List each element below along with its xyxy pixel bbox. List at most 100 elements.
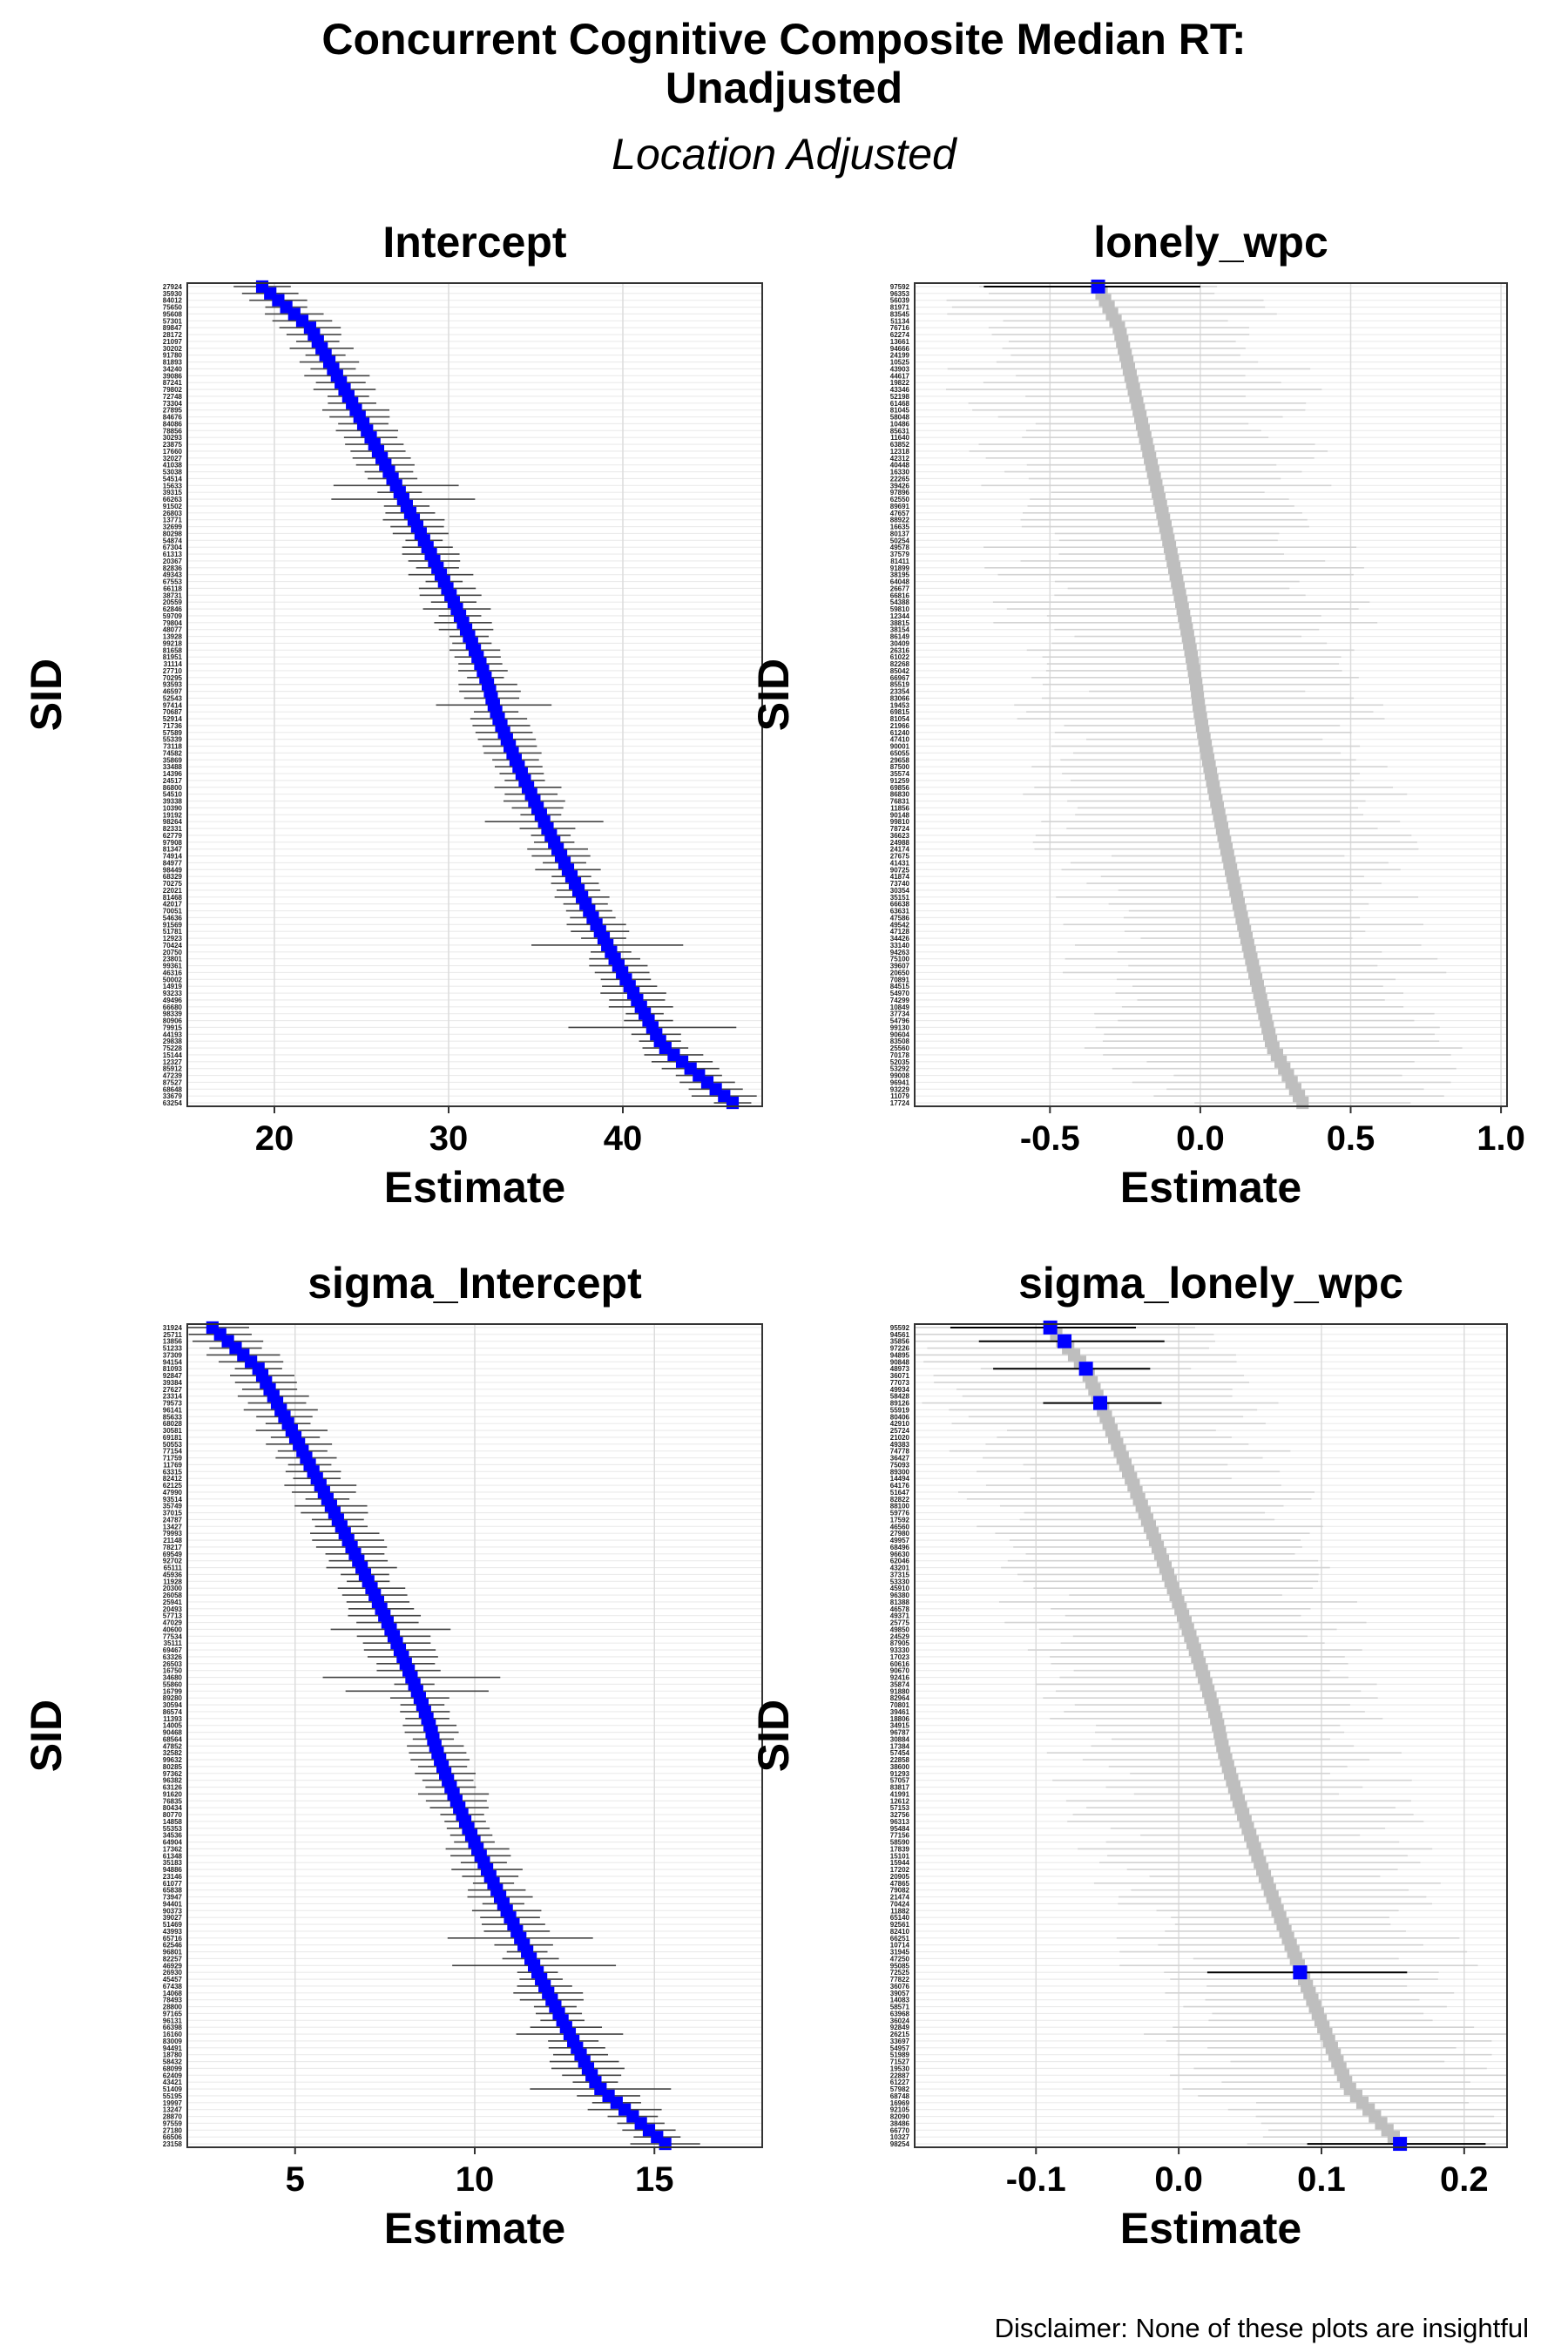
sid-tick-label: 66263 <box>163 496 183 504</box>
sid-tick-label: 32756 <box>890 1811 910 1819</box>
sid-tick-label: 48077 <box>163 626 183 634</box>
sid-tick-label: 24529 <box>890 1632 910 1640</box>
sid-tick-label: 94401 <box>163 1900 183 1908</box>
sid-tick-label: 70687 <box>163 708 183 716</box>
sid-tick-label: 87500 <box>890 763 910 771</box>
estimate-point <box>659 2137 672 2151</box>
x-tick-label: -0.1 <box>1006 2160 1066 2199</box>
sid-tick-label: 97592 <box>890 283 910 291</box>
sid-tick-label: 63326 <box>163 1653 183 1661</box>
sid-tick-label: 96941 <box>890 1078 910 1086</box>
chart-subtitle: Location Adjusted <box>612 130 956 179</box>
sid-tick-label: 63852 <box>890 441 910 449</box>
sid-tick-label: 98254 <box>890 2140 910 2148</box>
sid-tick-label: 77154 <box>163 1448 183 1456</box>
sid-tick-label: 32027 <box>163 455 183 463</box>
sid-tick-label: 35749 <box>163 1503 183 1511</box>
sid-tick-label: 20750 <box>163 949 183 956</box>
sid-tick-label: 58048 <box>890 414 910 422</box>
sid-tick-label: 27675 <box>890 853 910 861</box>
sid-tick-label: 54796 <box>890 1017 910 1025</box>
sid-tick-label: 21148 <box>163 1537 182 1544</box>
y-axis-label: SID <box>749 659 798 731</box>
sid-tick-label: 70051 <box>163 908 183 916</box>
y-axis-label: SID <box>22 1700 71 1772</box>
sid-tick-label: 86149 <box>890 633 910 641</box>
sid-tick-label: 66638 <box>890 901 910 909</box>
sid-tick-label: 35930 <box>163 290 183 298</box>
sid-tick-label: 72525 <box>890 1969 910 1977</box>
sid-tick-label: 94154 <box>163 1358 183 1366</box>
sid-tick-label: 59709 <box>163 612 183 620</box>
sid-tick-label: 93593 <box>163 681 183 689</box>
sid-tick-label: 75100 <box>890 956 910 963</box>
sid-tick-label: 70801 <box>890 1701 910 1709</box>
sid-tick-label: 78217 <box>163 1544 183 1551</box>
sid-tick-label: 20300 <box>163 1585 183 1592</box>
sid-tick-label: 68648 <box>163 1085 183 1093</box>
sid-tick-label: 51469 <box>163 1921 183 1929</box>
sid-tick-label: 40600 <box>163 1625 183 1633</box>
sid-tick-label: 46578 <box>890 1605 910 1613</box>
sid-tick-label: 69181 <box>163 1434 183 1442</box>
sid-tick-label: 59810 <box>890 605 910 613</box>
sid-tick-label: 16635 <box>890 524 910 531</box>
sid-tick-label: 32582 <box>163 1749 183 1757</box>
sid-tick-label: 15633 <box>163 482 183 490</box>
sid-tick-label: 66680 <box>163 1004 183 1011</box>
sid-tick-label: 27180 <box>163 2126 183 2134</box>
sid-tick-label: 86800 <box>163 784 183 792</box>
sid-tick-label: 96353 <box>890 290 910 298</box>
panel-intercept: 2792435930840127565095608573018984728172… <box>22 218 763 1212</box>
sid-tick-label: 24517 <box>163 777 183 785</box>
sid-tick-label: 20559 <box>163 598 183 606</box>
sid-tick-label: 10849 <box>890 1004 910 1011</box>
sid-tick-label: 20367 <box>163 558 183 565</box>
sid-tick-label: 82412 <box>163 1475 183 1483</box>
sid-tick-label: 42312 <box>890 455 910 463</box>
sid-tick-label: 10327 <box>890 2133 910 2141</box>
sid-tick-label: 65111 <box>164 1565 183 1572</box>
sid-tick-label: 29838 <box>163 1037 183 1045</box>
sid-tick-label: 39086 <box>163 372 183 380</box>
sid-tick-label: 85912 <box>163 1065 183 1073</box>
sid-tick-label: 52543 <box>163 694 183 702</box>
sid-tick-label: 75650 <box>163 304 183 312</box>
sid-tick-label: 98449 <box>163 866 183 874</box>
sid-tick-label: 65716 <box>163 1935 183 1943</box>
sid-tick-label: 30202 <box>163 345 183 353</box>
sid-tick-label: 46560 <box>890 1523 910 1531</box>
sid-tick-label: 55353 <box>163 1825 183 1833</box>
sid-tick-label: 74778 <box>890 1448 910 1456</box>
panel-border <box>914 1323 1508 2148</box>
sid-tick-label: 62046 <box>890 1558 910 1565</box>
estimate-point <box>726 1096 740 1110</box>
sid-tick-label: 33697 <box>890 2038 910 2045</box>
sid-tick-label: 27980 <box>890 1530 910 1538</box>
sid-tick-label: 35874 <box>890 1680 910 1688</box>
sid-tick-label: 19530 <box>890 2065 910 2072</box>
sid-tick-label: 46929 <box>163 1962 183 1970</box>
panel-sigma-intercept: 3192425711138565123337309941548109392847… <box>22 1259 763 2253</box>
sid-tick-label: 18806 <box>890 1715 910 1723</box>
sid-tick-label: 68496 <box>890 1544 910 1551</box>
sid-tick-label: 51233 <box>163 1345 183 1353</box>
sid-tick-label: 16969 <box>890 2099 910 2107</box>
sid-tick-label: 35856 <box>890 1338 910 1346</box>
sid-tick-label: 65838 <box>163 1887 183 1895</box>
sid-tick-label: 58428 <box>890 1393 910 1401</box>
sid-tick-label: 92416 <box>890 1674 910 1682</box>
x-tick-label: 0.5 <box>1327 1119 1375 1158</box>
sid-tick-label: 13247 <box>163 2106 183 2114</box>
sid-tick-label: 17724 <box>890 1099 910 1107</box>
sid-tick-label: 21966 <box>890 722 910 730</box>
chart-title-line1: Concurrent Cognitive Composite Median RT… <box>321 15 1247 64</box>
sid-tick-label: 47250 <box>890 1955 910 1963</box>
sid-tick-label: 81951 <box>163 653 183 661</box>
sid-tick-label: 94895 <box>890 1351 910 1359</box>
panel-background <box>915 1324 1507 2147</box>
sid-tick-label: 14396 <box>163 770 183 778</box>
x-tick-label: 1.0 <box>1477 1119 1525 1158</box>
sid-tick-label: 76716 <box>890 324 910 332</box>
sid-tick-label: 19997 <box>163 2099 183 2107</box>
